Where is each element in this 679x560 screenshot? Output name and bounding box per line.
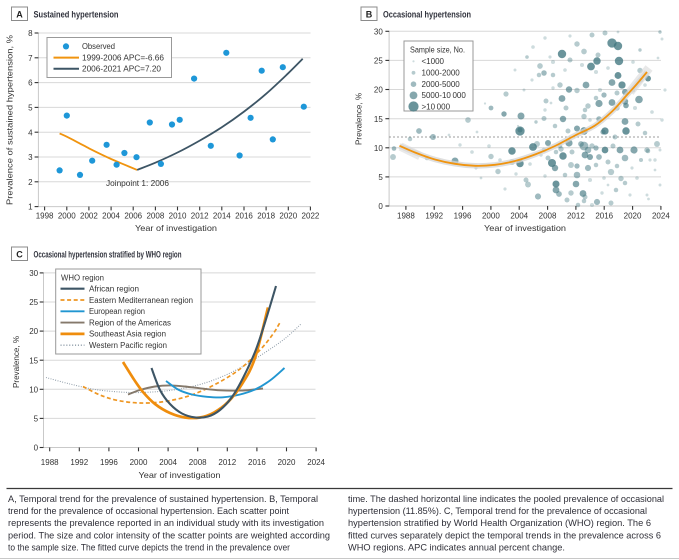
svg-text:2020: 2020: [279, 212, 297, 221]
svg-text:2004: 2004: [510, 211, 528, 220]
svg-text:2: 2: [28, 178, 33, 187]
svg-text:20: 20: [374, 86, 383, 95]
svg-text:7: 7: [28, 54, 33, 63]
svg-text:to the sample size. The fitted: to the sample size. The fitted curve dep…: [8, 542, 290, 552]
svg-text:Eastern Mediterranean region: Eastern Mediterranean region: [89, 296, 193, 305]
svg-text:5: 5: [28, 104, 33, 113]
svg-text:2018: 2018: [257, 212, 275, 221]
svg-text:2012: 2012: [567, 211, 585, 220]
svg-text:2014: 2014: [213, 212, 231, 221]
svg-text:Observed: Observed: [82, 42, 115, 51]
svg-text:2008: 2008: [539, 211, 557, 220]
svg-text:>10 000: >10 000: [422, 102, 451, 111]
svg-text:2004: 2004: [159, 458, 177, 467]
svg-text:2020: 2020: [278, 458, 296, 467]
svg-text:trend for the prevalence of oc: trend for the prevalence of occasional h…: [8, 506, 289, 516]
svg-text:2002: 2002: [80, 212, 98, 221]
svg-text:1000-2000: 1000-2000: [422, 69, 461, 78]
svg-text:30: 30: [29, 269, 38, 278]
svg-text:2022: 2022: [302, 212, 320, 221]
svg-text:WHO region: WHO region: [61, 274, 104, 283]
svg-text:2000: 2000: [482, 211, 500, 220]
svg-text:2012: 2012: [191, 212, 209, 221]
svg-text:20: 20: [29, 327, 38, 336]
svg-text:2010: 2010: [169, 212, 187, 221]
svg-text:Year of investigation: Year of investigation: [484, 223, 566, 233]
svg-text:1988: 1988: [397, 211, 415, 220]
svg-text:25: 25: [29, 298, 38, 307]
svg-text:Occasional hypertension strati: Occasional hypertension stratified by WH…: [34, 250, 182, 261]
svg-text:Occasional hypertension: Occasional hypertension: [383, 10, 471, 21]
svg-text:15: 15: [29, 356, 38, 365]
svg-text:2000: 2000: [58, 212, 76, 221]
svg-text:Sustained hypertension: Sustained hypertension: [34, 10, 119, 21]
svg-text:C: C: [16, 250, 23, 260]
svg-text:2016: 2016: [248, 458, 266, 467]
svg-text:Prevalence, %: Prevalence, %: [355, 93, 364, 145]
svg-text:1998: 1998: [36, 212, 54, 221]
svg-text:25: 25: [374, 57, 383, 66]
svg-text:African region: African region: [89, 285, 139, 294]
svg-text:10: 10: [29, 385, 38, 394]
svg-text:4: 4: [28, 128, 33, 137]
svg-text:Joinpoint 1: 2006: Joinpoint 1: 2006: [106, 179, 170, 188]
svg-text:1999-2006 APC=-6.66: 1999-2006 APC=-6.66: [82, 53, 165, 62]
svg-text:2000: 2000: [130, 458, 148, 467]
svg-text:2020: 2020: [624, 211, 642, 220]
svg-text:represents the prevalence repo: represents the prevalence reported in an…: [8, 518, 324, 528]
svg-text:2006-2021 APC=7.20: 2006-2021 APC=7.20: [82, 65, 162, 74]
svg-text:A, Temporal trend for the prev: A, Temporal trend for the prevalence of …: [8, 494, 318, 504]
svg-text:5: 5: [378, 173, 383, 182]
svg-text:1996: 1996: [454, 211, 472, 220]
svg-text:2006: 2006: [124, 212, 142, 221]
svg-text:1988: 1988: [41, 458, 59, 467]
svg-text:2012: 2012: [218, 458, 236, 467]
svg-text:Southeast Asia region: Southeast Asia region: [89, 330, 166, 339]
svg-text:15: 15: [374, 115, 383, 124]
svg-text:2024: 2024: [652, 211, 670, 220]
svg-text:time. The dashed horizontal li: time. The dashed horizontal line indicat…: [348, 494, 664, 504]
svg-text:0: 0: [34, 444, 39, 453]
svg-text:8: 8: [28, 29, 33, 38]
svg-text:2004: 2004: [102, 212, 120, 221]
svg-text:Prevalence, %: Prevalence, %: [12, 336, 21, 388]
svg-text:30: 30: [374, 27, 383, 36]
svg-text:2008: 2008: [189, 458, 207, 467]
svg-text:2016: 2016: [595, 211, 613, 220]
svg-text:1992: 1992: [425, 211, 443, 220]
svg-text:A: A: [16, 10, 23, 20]
svg-text:3: 3: [28, 153, 33, 162]
svg-text:Year of investigation: Year of investigation: [139, 470, 221, 480]
svg-text:1996: 1996: [100, 458, 118, 467]
svg-text:Sample size, No.: Sample size, No.: [410, 46, 465, 55]
svg-text:Region of the Americas: Region of the Americas: [89, 318, 171, 327]
svg-text:Year of investigation: Year of investigation: [135, 223, 217, 233]
svg-text:6: 6: [28, 79, 33, 88]
svg-text:hypertension stratified by Wor: hypertension stratified by World Health …: [348, 518, 651, 528]
svg-text:10: 10: [374, 144, 383, 153]
svg-text:2024: 2024: [307, 458, 325, 467]
svg-text:WHO regions. APC indicates ann: WHO regions. APC indicates annual percen…: [348, 542, 565, 552]
svg-text:Western Pacific region: Western Pacific region: [89, 341, 167, 350]
svg-text:hypertension (11.85%). C, Temp: hypertension (11.85%). C, Temporal trend…: [348, 506, 647, 516]
svg-text:fitted curves separately depic: fitted curves separately depict the temp…: [348, 530, 661, 540]
svg-text:2000-5000: 2000-5000: [422, 80, 461, 89]
svg-text:0: 0: [378, 202, 383, 211]
svg-text:5: 5: [34, 415, 39, 424]
svg-text:1992: 1992: [70, 458, 88, 467]
svg-text:2008: 2008: [146, 212, 164, 221]
svg-text:1: 1: [28, 203, 33, 212]
svg-text:5000-10 000: 5000-10 000: [422, 91, 467, 100]
svg-text:Prevalence of sustained hypert: Prevalence of sustained hypertension, %: [6, 35, 15, 205]
svg-text:European region: European region: [89, 307, 145, 316]
svg-text:<1000: <1000: [422, 57, 445, 66]
svg-text:2016: 2016: [235, 212, 253, 221]
svg-text:B: B: [366, 10, 373, 20]
svg-text:period. The size and color int: period. The size and color intensity of …: [8, 530, 330, 540]
